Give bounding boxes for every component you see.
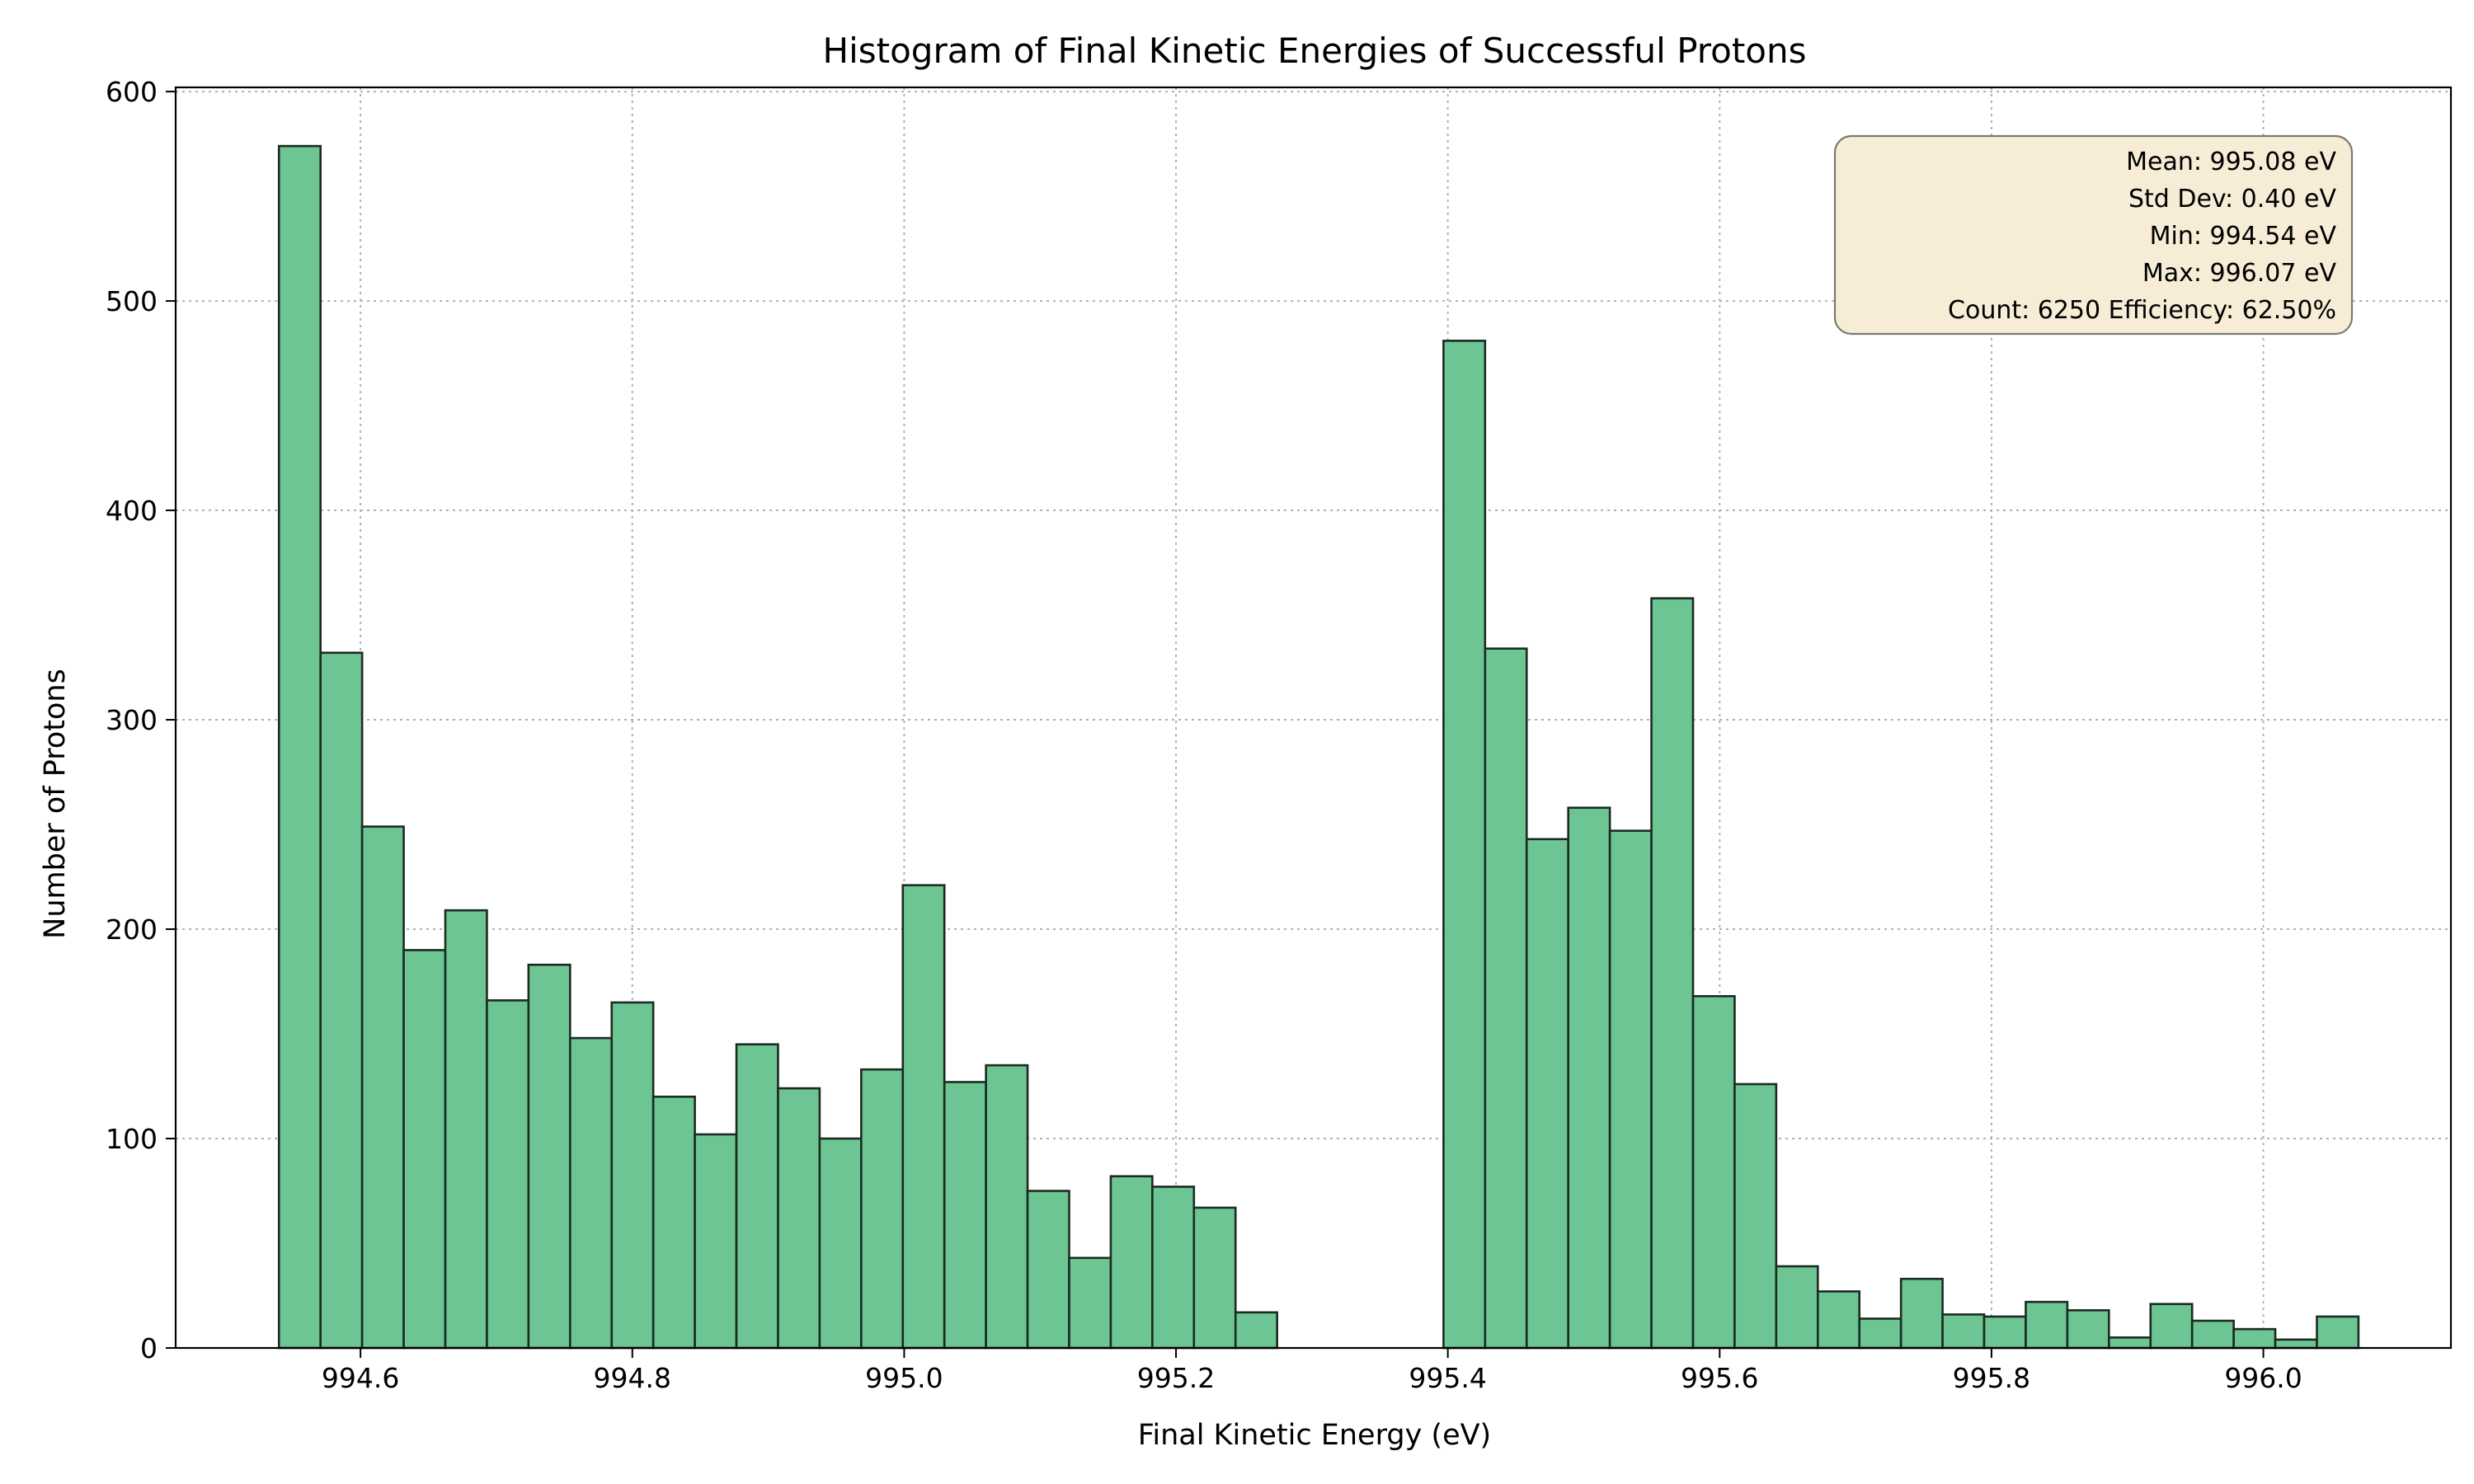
histogram-bar <box>1608 829 1653 1350</box>
histogram-bar <box>527 963 571 1350</box>
histogram-bar <box>1109 1175 1154 1350</box>
histogram-bar <box>1941 1313 1986 1350</box>
histogram-bar <box>1775 1265 1819 1350</box>
histogram-bar <box>2190 1319 2235 1350</box>
histogram-bar <box>277 144 322 1350</box>
histogram-bar <box>1650 597 1695 1350</box>
y-tick-label: 0 <box>140 1332 158 1364</box>
histogram-bar <box>2232 1327 2277 1350</box>
histogram-bar <box>1234 1311 1278 1350</box>
histogram-bar <box>901 884 946 1350</box>
histogram-bar <box>1442 340 1487 1350</box>
y-axis-ticks: 0 100 200 300 400 500 600 <box>106 76 176 1364</box>
histogram-bar <box>1733 1082 1778 1350</box>
y-tick-label: 200 <box>106 913 158 946</box>
histogram-bar <box>486 999 530 1350</box>
histogram-bar <box>943 1081 987 1350</box>
histogram-bar <box>2316 1315 2360 1350</box>
x-tick-label: 994.6 <box>322 1362 399 1394</box>
histogram-bar <box>694 1133 738 1350</box>
histogram-bar <box>1899 1277 1944 1350</box>
stats-max: Max: 996.07 eV <box>2142 259 2337 288</box>
histogram-bar <box>1068 1256 1112 1350</box>
x-axis-ticks: 994.6 994.8 995.0 995.2 995.4 995.6 995.8 996.0 <box>322 1348 2302 1394</box>
x-axis-label: Final Kinetic Energy (eV) <box>1138 1419 1491 1452</box>
histogram-bars <box>277 144 2360 1350</box>
stats-std-dev: Std Dev: 0.40 eV <box>2128 185 2336 214</box>
histogram-bar <box>860 1068 905 1350</box>
y-tick-label: 500 <box>106 285 158 317</box>
histogram-bar <box>1816 1290 1861 1350</box>
y-tick-label: 400 <box>106 495 158 527</box>
chart-title: Histogram of Final Kinetic Energies of S… <box>822 31 1806 71</box>
y-tick-label: 100 <box>106 1123 158 1155</box>
plot-frame <box>174 86 2453 1350</box>
x-tick-label: 996.0 <box>2224 1362 2302 1394</box>
histogram-bar <box>2149 1303 2194 1350</box>
y-tick-label: 300 <box>106 704 158 736</box>
histogram-bar <box>319 651 364 1350</box>
histogram-bar <box>402 949 447 1350</box>
histogram-bar <box>2066 1308 2110 1350</box>
histogram-bar <box>735 1043 779 1350</box>
stats-min: Min: 994.54 eV <box>2150 222 2337 251</box>
histogram-bar <box>1525 838 1569 1350</box>
histogram-bar <box>1192 1206 1237 1350</box>
histogram-bar <box>985 1064 1029 1350</box>
histogram-bar <box>818 1137 863 1350</box>
stats-box: Mean: 995.08 eV Std Dev: 0.40 eV Min: 99… <box>1833 134 2354 336</box>
x-tick-label: 995.6 <box>1681 1362 1758 1394</box>
y-tick-label: 600 <box>106 76 158 108</box>
histogram-bar <box>1026 1190 1070 1350</box>
x-tick-label: 994.8 <box>594 1362 671 1394</box>
stats-mean: Mean: 995.08 eV <box>2126 148 2336 176</box>
histogram-bar <box>777 1087 821 1350</box>
histogram-bar <box>1567 806 1611 1350</box>
x-tick-label: 995.8 <box>1953 1362 2030 1394</box>
histogram-bar <box>1484 647 1528 1350</box>
histogram-bar <box>360 825 405 1350</box>
histogram-bar <box>1982 1315 2027 1350</box>
histogram-bar <box>651 1095 696 1350</box>
histogram-bar <box>2025 1300 2069 1350</box>
x-tick-label: 995.4 <box>1409 1362 1486 1394</box>
histogram-bar <box>568 1036 614 1350</box>
histogram-bar <box>444 909 488 1350</box>
x-tick-label: 995.0 <box>865 1362 943 1394</box>
y-axis-label: Number of Protons <box>39 669 72 939</box>
x-tick-label: 995.2 <box>1137 1362 1215 1394</box>
histogram-bar <box>2274 1338 2318 1350</box>
histogram-bar <box>2108 1336 2152 1350</box>
histogram-bar <box>610 1001 655 1350</box>
stats-box-background <box>1833 134 2354 336</box>
histogram-bar <box>1151 1186 1196 1350</box>
histogram-bar <box>1858 1317 1903 1350</box>
histogram-bar <box>1691 995 1736 1350</box>
stats-count-efficiency: Count: 6250 Efficiency: 62.50% <box>1948 296 2336 325</box>
